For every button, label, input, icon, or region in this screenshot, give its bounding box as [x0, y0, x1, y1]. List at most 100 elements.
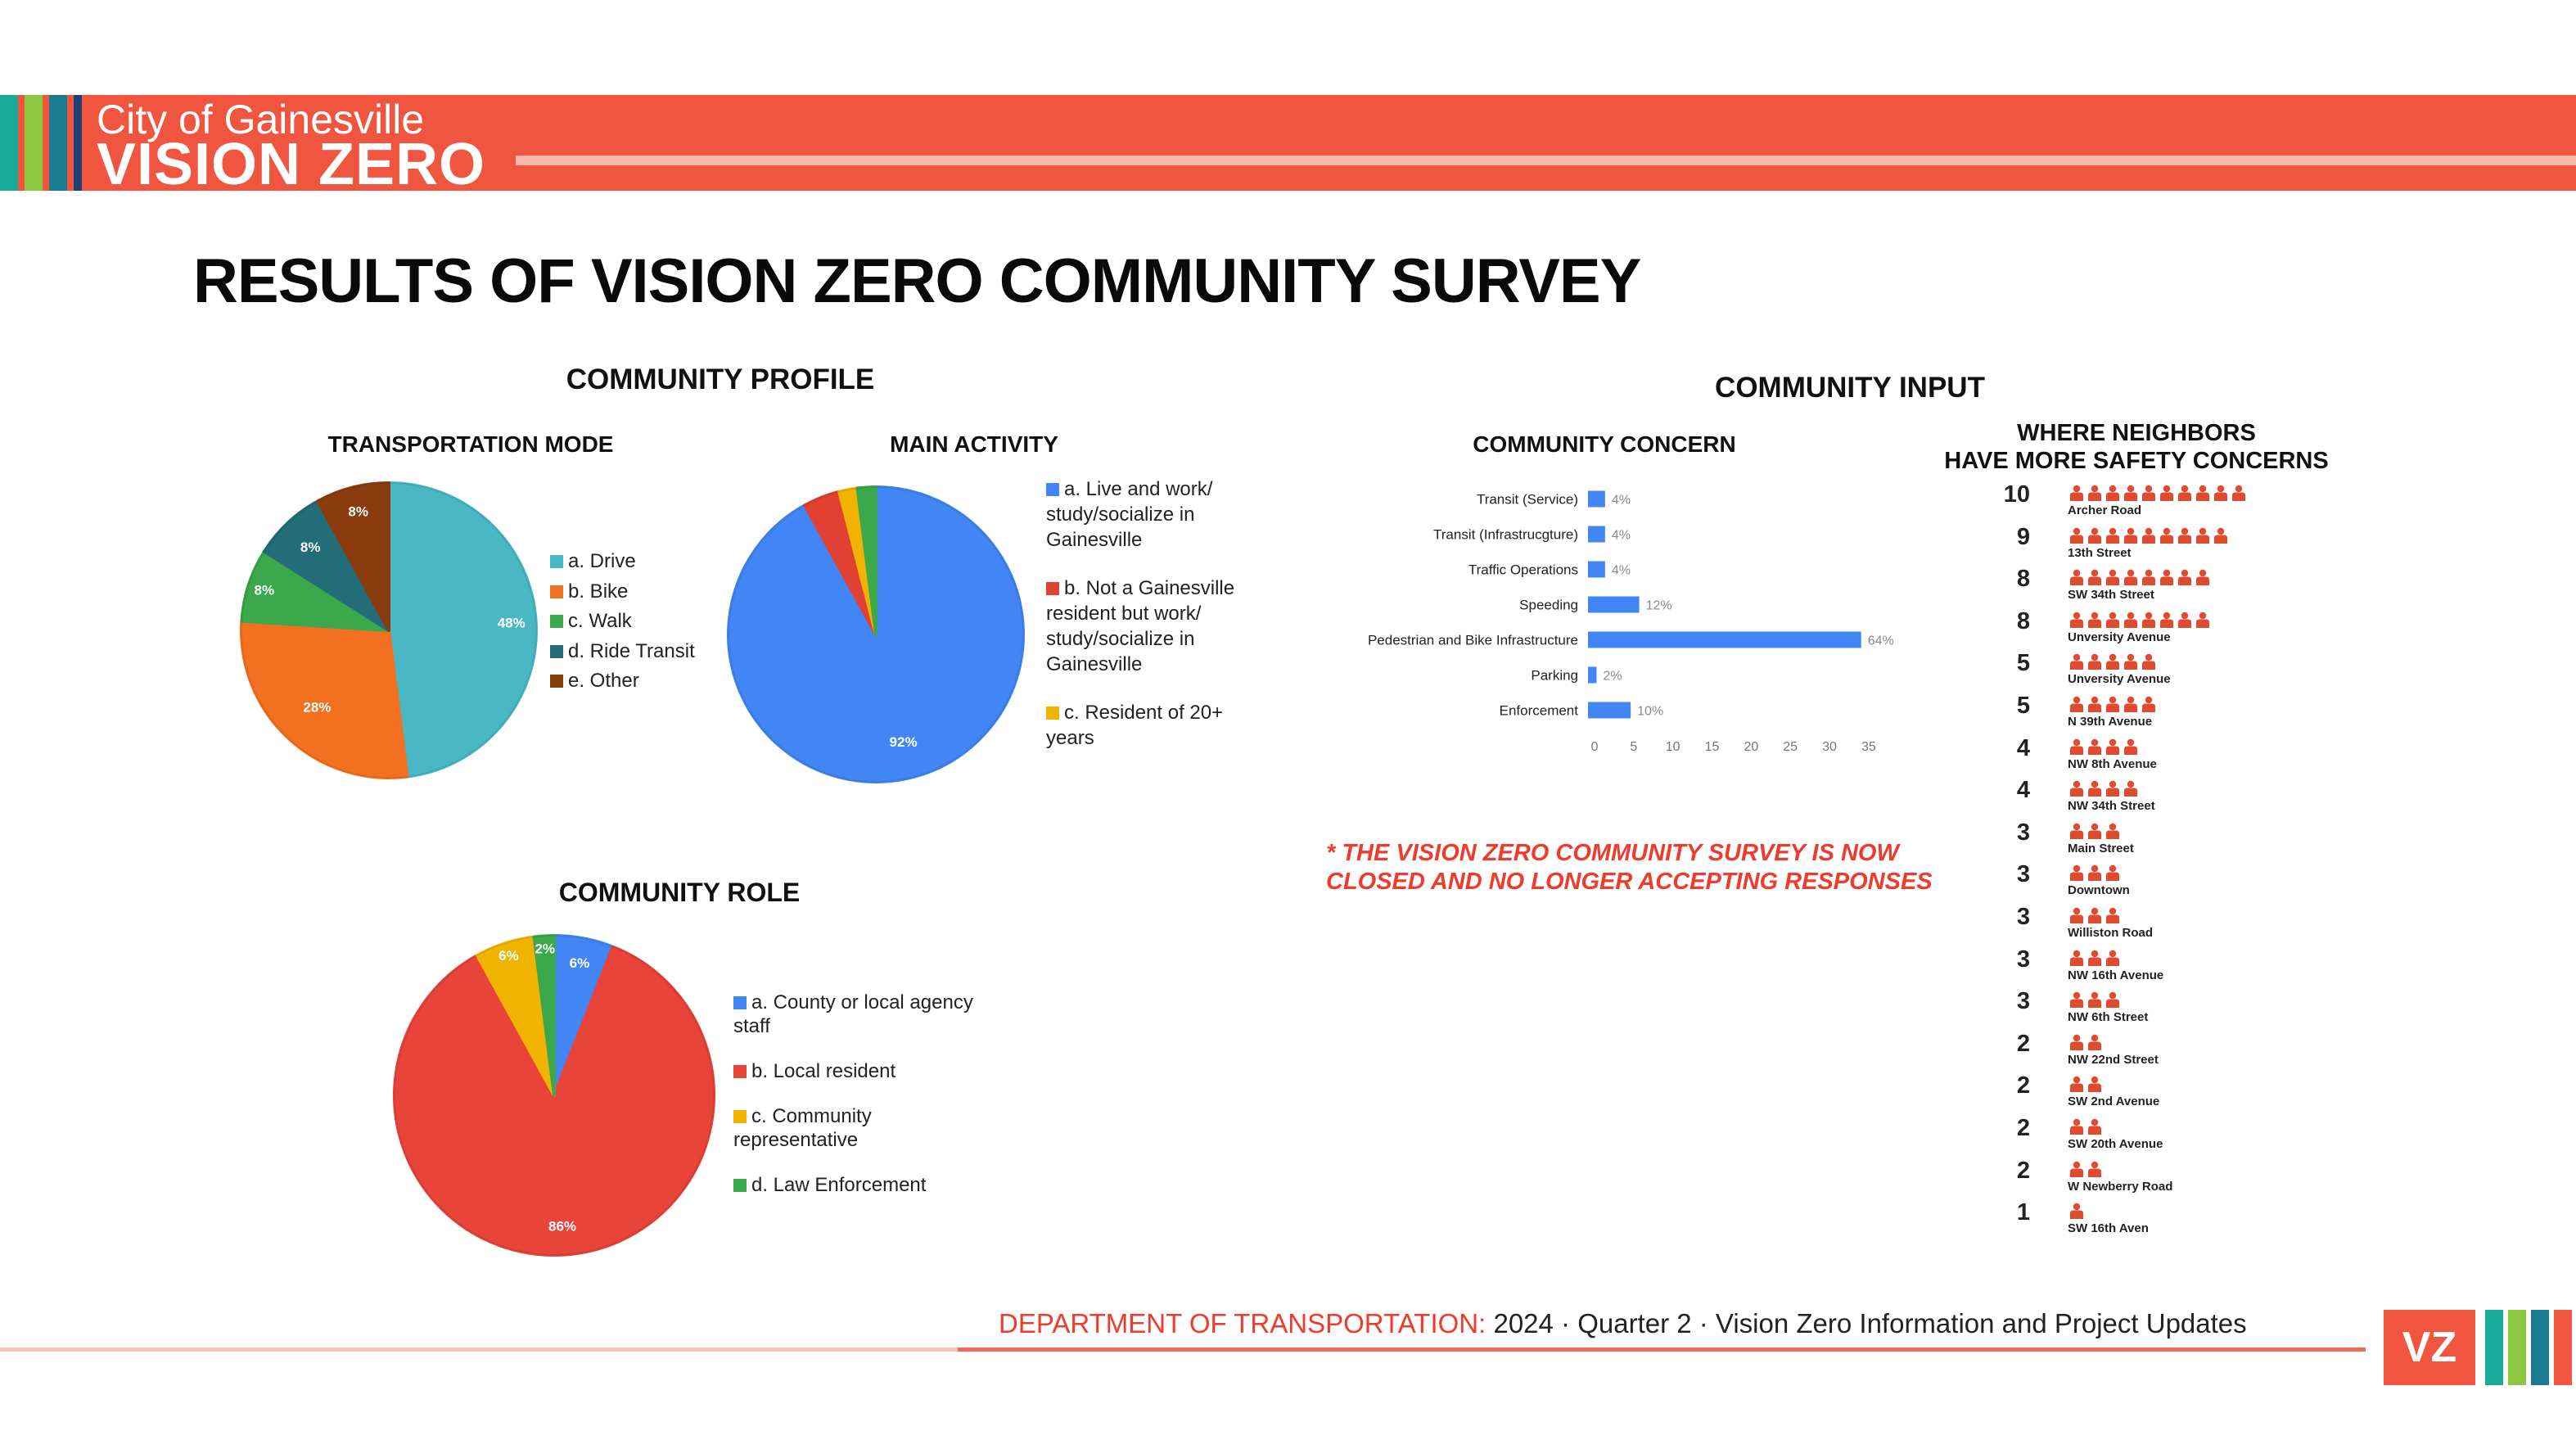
bar-value-label: 2%: [1603, 670, 1622, 684]
legend-item: c. Community representative: [733, 1104, 979, 1152]
page-title: RESULTS OF VISION ZERO COMMUNITY SURVEY: [193, 246, 1641, 316]
activity-outline: [728, 486, 1024, 783]
legend-item: d. Law Enforcement: [733, 1173, 979, 1197]
bar-value-label: 12%: [1646, 599, 1672, 613]
main-activity-legend: a. Live and work/ study/socialize in Gai…: [1046, 476, 1243, 774]
ranking-row: 10 Archer Road: [1997, 481, 2341, 522]
rankings-title-line-1: WHERE NEIGHBORS: [2017, 420, 2256, 446]
person-icon: [2124, 527, 2137, 544]
ranking-row: 2 W Newberry Road: [1997, 1158, 2341, 1198]
legend-swatch: [733, 1065, 747, 1078]
person-icon: [2124, 654, 2137, 670]
person-icon: [2124, 485, 2137, 501]
ranking-person-icons: [2068, 780, 2140, 797]
person-icon: [2088, 865, 2101, 882]
ranking-street-name: Downtown: [2068, 883, 2130, 898]
legend-item: b. Not a Gainesville resident but work/ …: [1046, 576, 1243, 677]
legend-swatch: [733, 1179, 747, 1192]
person-icon: [2214, 485, 2227, 501]
person-icon: [2196, 569, 2209, 586]
ranking-row: 3 Williston Road: [1997, 904, 2341, 945]
ranking-row: 4 NW 8th Avenue: [1997, 735, 2341, 776]
person-icon: [2178, 612, 2191, 628]
ranking-count: 3: [2016, 988, 2030, 1015]
x-tick-label: 35: [1861, 740, 1876, 754]
rankings-title-line-2: HAVE MORE SAFETY CONCERNS: [1944, 448, 2329, 474]
ranking-row: 5 Unversity Avenue: [1997, 650, 2341, 691]
legend-label: b. Bike: [568, 580, 629, 603]
person-icon: [2070, 1161, 2083, 1177]
person-icon: [2142, 569, 2155, 586]
ranking-person-icons: [2068, 653, 2158, 670]
role-data-label: 6%: [570, 955, 590, 971]
legend-swatch: [550, 585, 563, 598]
ranking-street-name: NW 22nd Street: [2068, 1052, 2159, 1067]
person-icon: [2088, 527, 2101, 544]
person-icon: [2088, 950, 2101, 966]
vz-badge-logo: VZ: [2384, 1310, 2475, 1385]
ranking-person-icons: [2068, 485, 2248, 501]
person-icon: [2124, 696, 2137, 712]
header-stripe: [74, 95, 82, 191]
legend-label: a. Live and work/ study/socialize in Gai…: [1046, 478, 1213, 551]
ranking-count: 2: [2016, 1072, 2030, 1099]
person-icon: [2088, 1118, 2101, 1135]
legend-item: a. County or local agency staff: [733, 991, 979, 1038]
footer-stripe: [2508, 1310, 2526, 1385]
person-icon: [2088, 738, 2101, 755]
concern-bar: [1588, 490, 1605, 508]
person-icon: [2070, 780, 2083, 797]
bar-category-label: Speeding: [1519, 598, 1578, 613]
bar-category-label: Transit (Infrastrucgture): [1433, 527, 1578, 543]
program-logo-text: VISION ZERO: [97, 132, 486, 197]
main-activity-title: MAIN ACTIVITY: [890, 431, 1058, 457]
person-icon: [2142, 612, 2155, 628]
community-input-heading: COMMUNITY INPUT: [1715, 372, 1985, 404]
legend-label: b. Local resident: [751, 1060, 896, 1082]
person-icon: [2106, 569, 2119, 586]
legend-swatch: [550, 675, 563, 688]
person-icon: [2232, 485, 2245, 501]
community-concern-title: COMMUNITY CONCERN: [1473, 431, 1736, 457]
legend-item: c. Walk: [550, 607, 738, 637]
role-data-label: 86%: [548, 1219, 576, 1235]
ranking-count: 9: [2016, 523, 2030, 550]
person-icon: [2070, 569, 2083, 586]
x-tick-label: 5: [1630, 740, 1637, 754]
person-icon: [2196, 612, 2209, 628]
ranking-street-name: Williston Road: [2068, 926, 2154, 940]
ranking-person-icons: [2068, 1034, 2104, 1050]
bar-category-label: Enforcement: [1500, 703, 1579, 719]
person-icon: [2160, 527, 2173, 544]
ranking-street-name: NW 16th Avenue: [2068, 968, 2164, 982]
person-icon: [2142, 654, 2155, 670]
ranking-street-name: W Newberry Road: [2068, 1179, 2173, 1194]
role-data-label: 2%: [535, 941, 555, 956]
legend-swatch: [550, 615, 563, 628]
ranking-person-icons: [2068, 1203, 2086, 1220]
legend-label: c. Community representative: [733, 1105, 872, 1151]
survey-closed-notice: * THE VISION ZERO COMMUNITY SURVEY IS NO…: [1326, 839, 1948, 896]
legend-label: a. County or local agency staff: [733, 991, 973, 1037]
concern-bar: [1588, 666, 1597, 684]
ranking-street-name: Archer Road: [2068, 503, 2142, 517]
legend-item: b. Bike: [550, 577, 738, 607]
bar-value-label: 4%: [1612, 529, 1631, 543]
concern-bar: [1588, 631, 1861, 648]
person-icon: [2070, 1203, 2083, 1220]
person-icon: [2070, 738, 2083, 755]
legend-swatch: [733, 996, 747, 1009]
concern-bar: [1588, 526, 1605, 543]
ranking-person-icons: [2068, 823, 2122, 839]
activity-data-label: 4%: [804, 475, 824, 486]
role-data-label: 6%: [499, 948, 519, 964]
community-role-legend: a. County or local agency staff b. Local …: [733, 991, 979, 1218]
person-icon: [2088, 569, 2101, 586]
ranking-count: 3: [2016, 904, 2030, 930]
bar-value-label: 64%: [1868, 634, 1894, 648]
footer-details: 2024 · Quarter 2 · Vision Zero Informati…: [1486, 1308, 2247, 1338]
ranking-row: 1 SW 16th Aven: [1997, 1199, 2341, 1240]
legend-item: a. Drive: [550, 547, 738, 577]
community-profile-heading: COMMUNITY PROFILE: [566, 363, 875, 395]
ranking-street-name: SW 2nd Avenue: [2068, 1095, 2160, 1109]
